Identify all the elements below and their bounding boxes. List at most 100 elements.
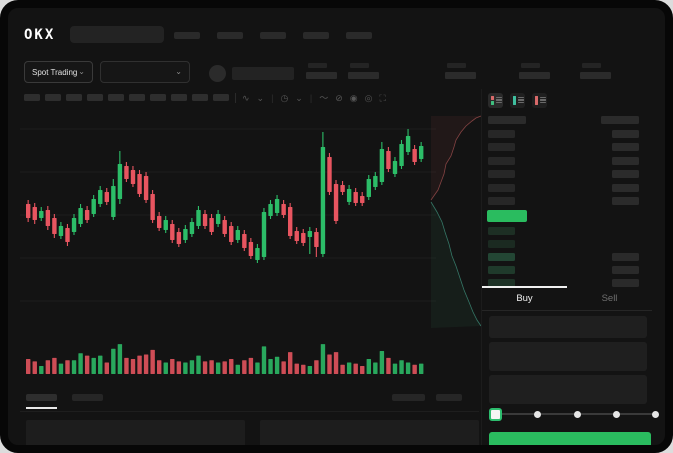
ask-price[interactable] (488, 130, 515, 138)
panel-divider (481, 89, 482, 447)
divider (20, 411, 479, 412)
book-header-amount (601, 116, 639, 124)
bid-price[interactable] (488, 227, 515, 235)
stat-label (521, 63, 540, 68)
timeframe-button[interactable] (213, 94, 229, 101)
tab-buy[interactable]: Buy (482, 286, 567, 310)
ask-price[interactable] (488, 197, 515, 205)
stat-value (580, 72, 611, 79)
ask-price[interactable] (488, 170, 515, 179)
screen-background: OKX Spot Trading ⌄ ⌄ ∿ ⌄ | ◷ ⌄ | 〜 ⊘ ◉ ◎ ⛶ (4, 4, 669, 449)
stat-label (308, 63, 327, 68)
tab-sell[interactable]: Sell (601, 292, 618, 304)
timeframe-button[interactable] (192, 94, 208, 101)
volume-chart (26, 344, 424, 374)
last-price-badge[interactable] (487, 210, 527, 222)
candlestick-chart[interactable] (20, 113, 436, 336)
bid-price[interactable] (488, 266, 515, 274)
bid-amount[interactable] (612, 279, 639, 287)
bottom-tab-active[interactable] (26, 394, 57, 401)
depth-chart (430, 115, 482, 328)
orderbook-bids-icon[interactable] (510, 93, 525, 108)
divider: | (309, 92, 313, 103)
open-orders-panel (26, 420, 245, 447)
percent-slider[interactable] (489, 407, 659, 421)
slider-dot[interactable] (612, 410, 620, 418)
timeframe-button[interactable] (24, 94, 40, 101)
timeframe-button[interactable] (129, 94, 145, 101)
ask-amount[interactable] (612, 130, 639, 138)
nav-item[interactable] (346, 32, 372, 39)
okx-logo: OKX (24, 27, 56, 43)
market-type-label: Spot Trading (32, 67, 78, 77)
trade-tabs: Buy Sell (482, 286, 652, 311)
coin-avatar (209, 65, 226, 82)
bid-price[interactable] (488, 279, 515, 287)
bid-price[interactable] (488, 240, 515, 248)
slider-dot[interactable] (534, 410, 542, 418)
timeframe-button[interactable] (66, 94, 82, 101)
nav-item[interactable] (303, 32, 329, 39)
line-tool-icon[interactable]: 〜 (319, 92, 329, 103)
pair-selector[interactable]: ⌄ (100, 61, 190, 83)
bid-amount[interactable] (612, 253, 639, 261)
bid-price[interactable] (488, 253, 515, 261)
ask-amount[interactable] (612, 143, 639, 152)
active-tab-underline (26, 407, 57, 409)
ask-price[interactable] (488, 143, 515, 152)
slider-dot[interactable] (573, 410, 581, 418)
target-icon[interactable]: ◎ (364, 92, 373, 103)
stat-value (348, 72, 379, 79)
nav-item[interactable] (217, 32, 243, 39)
slider-handle[interactable] (489, 407, 502, 421)
stat-value (306, 72, 337, 79)
stat-label (447, 63, 466, 68)
bottom-tab[interactable] (72, 394, 103, 401)
timeframe-button[interactable] (108, 94, 124, 101)
bottom-action-button[interactable] (436, 394, 462, 401)
amount-input[interactable] (489, 342, 647, 371)
ask-amount[interactable] (612, 197, 639, 205)
price-input[interactable] (489, 316, 647, 338)
fullscreen-icon[interactable]: ⛶ (379, 92, 386, 103)
ask-amount[interactable] (612, 156, 639, 165)
order-history-panel (260, 420, 479, 447)
nav-item[interactable] (174, 32, 200, 39)
slider-dot[interactable] (652, 410, 659, 418)
ask-price[interactable] (488, 156, 515, 165)
bid-amount[interactable] (612, 266, 639, 274)
nav-item[interactable] (260, 32, 286, 39)
stat-label (582, 63, 601, 68)
ask-amount[interactable] (612, 183, 639, 192)
stat-value (445, 72, 476, 79)
book-header-price (488, 116, 526, 124)
timeframe-buttons (24, 94, 229, 101)
divider: | (271, 92, 274, 103)
orderbook-asks-icon[interactable] (532, 93, 547, 108)
timeframe-button[interactable] (87, 94, 103, 101)
chevron-down-icon[interactable]: ⌄ (256, 92, 265, 103)
eraser-icon[interactable]: ⊘ (335, 92, 343, 103)
camera-icon[interactable]: ◉ (349, 92, 358, 103)
total-input[interactable] (489, 375, 647, 404)
stat-label (350, 63, 369, 68)
ask-price[interactable] (488, 183, 515, 192)
timeframe-button[interactable] (171, 94, 187, 101)
interval-icon[interactable]: ◷ (280, 92, 289, 103)
chevron-down-icon[interactable]: ⌄ (295, 92, 303, 103)
top-nav (174, 32, 372, 39)
chart-type-icon[interactable]: ∿ (242, 92, 250, 103)
chevron-down-icon: ⌄ (78, 67, 85, 76)
timeframe-button[interactable] (150, 94, 166, 101)
search-input[interactable] (70, 26, 164, 43)
toolbar-divider (235, 93, 236, 103)
timeframe-button[interactable] (45, 94, 61, 101)
buy-submit-button[interactable] (489, 432, 651, 449)
pair-price-placeholder (232, 67, 294, 80)
ask-amount[interactable] (612, 170, 639, 179)
stat-value (519, 72, 550, 79)
bottom-action-button[interactable] (392, 394, 425, 401)
market-type-selector[interactable]: Spot Trading ⌄ (24, 61, 93, 83)
orderbook-combined-icon[interactable] (488, 93, 503, 108)
